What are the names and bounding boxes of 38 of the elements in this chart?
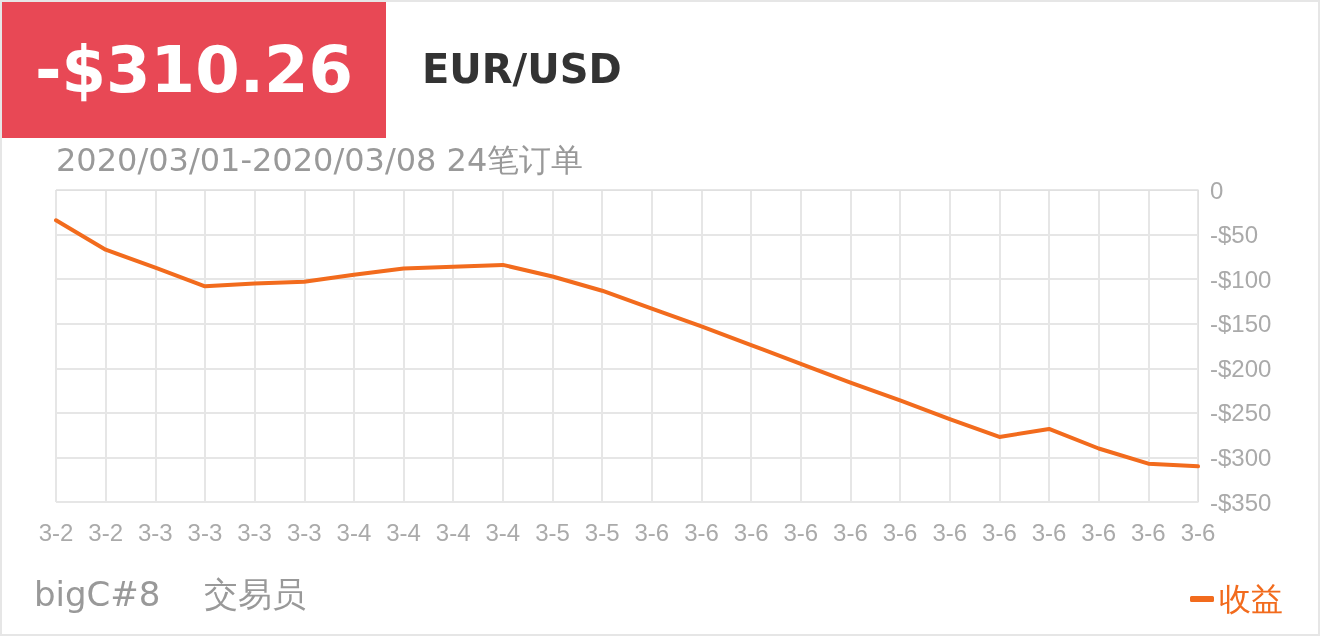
x-tick-label: 3-5 (584, 518, 620, 546)
x-tick-label: 3-4 (386, 518, 421, 546)
x-tick-label: 3-3 (237, 518, 272, 546)
chart-title: EUR/USD (422, 46, 622, 92)
y-tick-label: -$50 (1210, 221, 1259, 249)
text: -$310.26 (2, 2, 386, 138)
x-tick-label: 3-6 (634, 518, 670, 546)
x-tick-label: 3-6 (684, 518, 719, 546)
x-tick-label: 3-6 (882, 518, 918, 546)
x-tick-label: 3-6 (1180, 518, 1216, 546)
x-tick-label: 3-3 (286, 518, 322, 546)
y-tick-label: 0 (1210, 176, 1224, 204)
x-tick-label: 3-2 (38, 518, 74, 546)
x-tick-label: 3-6 (783, 518, 819, 546)
x-tick-label: 3-6 (733, 518, 769, 546)
x-tick-label: 3-3 (137, 518, 173, 546)
x-tick-label: 3-4 (435, 518, 471, 546)
y-tick-label: -$200 (1210, 354, 1272, 382)
x-tick-label: 3-6 (833, 518, 868, 546)
legend-label: 收益 (1219, 580, 1283, 618)
y-tick-label: -$350 (1210, 488, 1272, 516)
y-tick-label: -$300 (1210, 443, 1272, 471)
y-tick-label: -$250 (1210, 399, 1272, 427)
y-tick-label: -$100 (1210, 265, 1272, 293)
x-tick-label: 3-3 (187, 518, 223, 546)
x-tick-label: 3-4 (336, 518, 372, 546)
line-series (54, 218, 1200, 469)
x-tick-label: 3-6 (1131, 518, 1166, 546)
text: bigC#8 交易员 (34, 573, 306, 616)
x-tick-label: 3-2 (88, 518, 123, 546)
text: 2020/03/01-2020/03/08 24笔订单 (56, 141, 584, 179)
x-tick-label: 3-6 (982, 518, 1017, 546)
x-tick-label: 3-5 (535, 518, 570, 546)
x-tick-label: 3-4 (485, 518, 521, 546)
y-tick-label: -$150 (1210, 310, 1272, 338)
x-tick-label: 3-6 (1081, 518, 1117, 546)
x-tick-label: 3-6 (932, 518, 968, 546)
x-tick-label: 3-6 (1031, 518, 1067, 546)
